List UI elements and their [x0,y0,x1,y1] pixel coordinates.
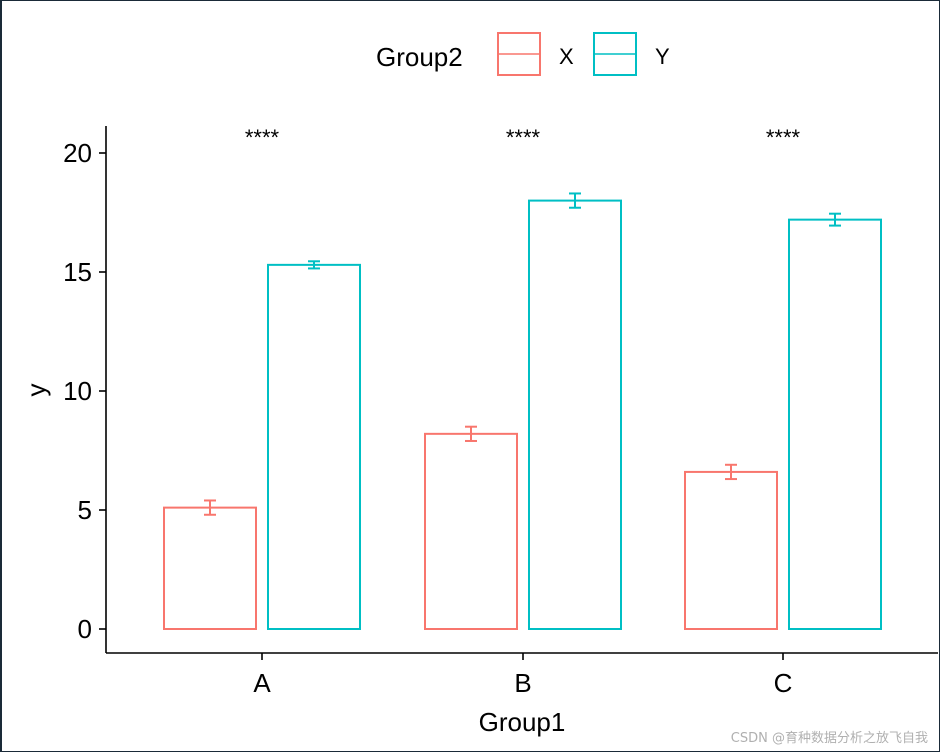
x-axis-label: Group1 [479,707,566,737]
x-tick-label: C [774,668,793,698]
error-bar-y-c [829,212,841,227]
error-bar-y-b [569,192,581,209]
legend-label-y: Y [655,44,670,69]
y-tick-label: 20 [63,138,92,168]
error-bar-y-a [308,260,320,270]
bar-x-b [424,432,518,630]
bars [163,199,882,631]
x-axis-ticks: A B C [253,653,792,698]
y-tick-label: 15 [63,257,92,287]
significance-label: **** [245,125,280,150]
bar-x-a [163,506,257,630]
y-tick-label: 10 [63,376,92,406]
legend-item-x: X [497,32,574,76]
bar-y-a [267,263,361,630]
y-tick-label: 5 [78,495,92,525]
legend: Group2 X Y [376,32,670,76]
annotations: **** **** **** [245,125,801,150]
significance-label: **** [506,125,541,150]
y-axis-ticks: 0 5 10 15 20 [63,138,106,644]
bar-x-c [684,470,778,631]
legend-title: Group2 [376,42,463,72]
watermark: CSDN @育种数据分析之放飞自我 [730,731,928,746]
bar-y-b [528,199,622,630]
plot-area: **** **** **** 0 5 10 15 20 A B C Group1 y [21,125,938,737]
x-tick-label: A [253,668,271,698]
significance-label: **** [766,125,801,150]
y-tick-label: 0 [78,614,92,644]
error-bar-x-c [725,463,737,481]
y-axis-label: y [21,384,51,397]
legend-label-x: X [559,44,574,69]
error-bars [204,192,841,516]
error-bar-x-b [465,425,477,442]
error-bar-x-a [204,499,216,516]
x-tick-label: B [514,668,531,698]
bar-y-c [788,218,882,630]
legend-item-y: Y [593,32,670,76]
